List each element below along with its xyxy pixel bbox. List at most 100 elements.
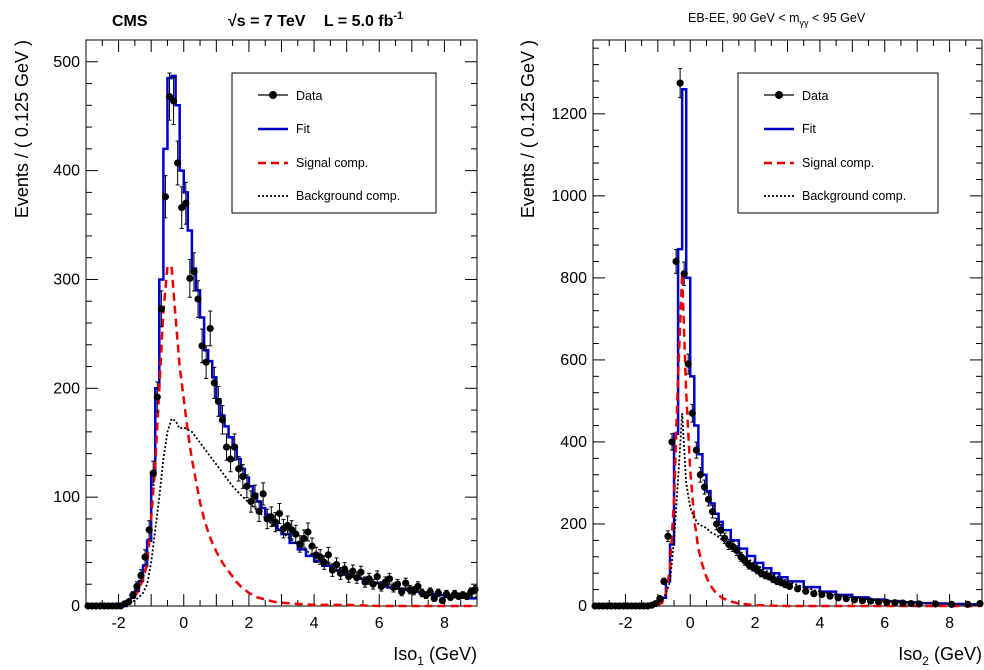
legend-data-label: Data [296, 89, 322, 103]
data-point [826, 592, 834, 600]
data-point [430, 594, 438, 602]
x-tick-label: 2 [244, 615, 253, 632]
x-tick-label: 6 [375, 615, 384, 632]
fit-curve [86, 74, 477, 608]
data-point [275, 509, 284, 518]
lumi-exponent: -1 [393, 10, 403, 22]
data-point [210, 379, 218, 387]
data-point [891, 599, 899, 607]
data-point [931, 600, 940, 608]
data-point [712, 520, 721, 528]
left-panel: -2 0 2 4 6 8 0 100 200 300 400 500 Events / ( 0.125… [12, 39, 479, 668]
data-point [414, 582, 422, 591]
data-point [174, 159, 182, 167]
data-point [296, 540, 304, 548]
legend-signal-label: Signal comp. [802, 156, 874, 170]
data-point [308, 542, 316, 550]
y-tick-label: 0 [71, 598, 80, 615]
data-point [345, 573, 353, 581]
data-point [235, 465, 243, 473]
data-point [182, 199, 190, 207]
data-point [672, 257, 680, 266]
sqrt-s-label: √s = 7 TeV [228, 13, 306, 30]
data-point [304, 528, 312, 536]
data-point [190, 268, 198, 276]
data-point [239, 472, 247, 481]
data-point [652, 599, 660, 608]
data-point [231, 443, 239, 451]
y-tick-label: 300 [53, 271, 80, 288]
data-point [365, 575, 373, 583]
y-tick-label: 500 [53, 54, 80, 71]
y-tick-label: 400 [53, 163, 80, 180]
y-axis-label: Events / ( 0.125 GeV ) [518, 40, 538, 218]
data-point [226, 455, 235, 463]
data-point [680, 270, 688, 278]
data-point [141, 553, 149, 561]
data-point [259, 490, 267, 498]
legend-fit-label: Fit [802, 122, 816, 136]
x-tick-label: -2 [111, 615, 125, 632]
data-point [434, 589, 442, 597]
data-point [137, 571, 145, 580]
y-tick-label: 1200 [551, 106, 587, 123]
data-point [834, 594, 842, 602]
y-tick-label: 200 [560, 516, 587, 533]
data-point [243, 482, 251, 490]
x-tick-label: -2 [618, 615, 632, 632]
x-tick-label: 4 [310, 615, 319, 632]
y-axis-label: Events / ( 0.125 GeV ) [12, 40, 32, 218]
data-point [157, 305, 165, 313]
data-point [976, 599, 984, 608]
data-point [332, 561, 341, 569]
x-tick-label: 2 [751, 615, 760, 632]
data-point [349, 567, 357, 575]
data-point [721, 534, 729, 542]
luminosity-label: L = 5.0 fb [324, 13, 394, 30]
y-tick-label: 1000 [551, 188, 587, 205]
data-point [948, 600, 956, 608]
y-tick-label: 600 [560, 352, 587, 369]
signal-curve [593, 273, 982, 608]
data-point [385, 575, 394, 583]
data-point [402, 579, 410, 587]
data-point [129, 591, 137, 599]
data-point [300, 534, 308, 543]
data-point [688, 409, 696, 417]
data-point [271, 518, 279, 526]
data-point [818, 590, 826, 599]
data-point [324, 551, 332, 559]
data-point [664, 532, 672, 540]
data-point [222, 443, 231, 451]
axes: -2 0 2 4 6 8 0 100 200 300 400 500 [53, 39, 478, 632]
data-point [696, 471, 704, 479]
data-point [125, 598, 133, 606]
legend-box [737, 72, 939, 214]
legend-background-label: Background comp. [802, 189, 906, 203]
data-point [214, 397, 222, 405]
data-point [251, 492, 259, 500]
y-tick-label: 100 [53, 489, 80, 506]
data-point [161, 193, 170, 201]
x-tick-label: 0 [686, 615, 695, 632]
region-label: EB-EE, 90 GeV < mγγ < 95 GeV [688, 11, 866, 28]
right-panel: -2 0 2 4 6 8 0 200 400 600 800 1000 1200 Events / ( … [518, 39, 984, 668]
data-point [169, 97, 178, 105]
data-point [471, 586, 479, 594]
legend: Data Fit Signal comp. Background comp. [231, 72, 437, 214]
data-point [153, 393, 161, 401]
energy-label: √s = 7 TeV L = 5.0 fb-1 [228, 10, 403, 30]
experiment-label: CMS [112, 13, 148, 30]
data-point [802, 587, 810, 595]
data-point [267, 513, 275, 521]
data-point [964, 600, 972, 608]
axes: -2 0 2 4 6 8 0 200 400 600 800 1000 1200 [551, 40, 983, 632]
data-point [883, 598, 891, 606]
y-tick-label: 800 [560, 270, 587, 287]
y-tick-label: 400 [560, 434, 587, 451]
data-point [247, 497, 255, 506]
data-point [700, 483, 709, 491]
data-points [84, 72, 479, 610]
x-tick-label: 6 [880, 615, 889, 632]
data-point [668, 438, 676, 446]
